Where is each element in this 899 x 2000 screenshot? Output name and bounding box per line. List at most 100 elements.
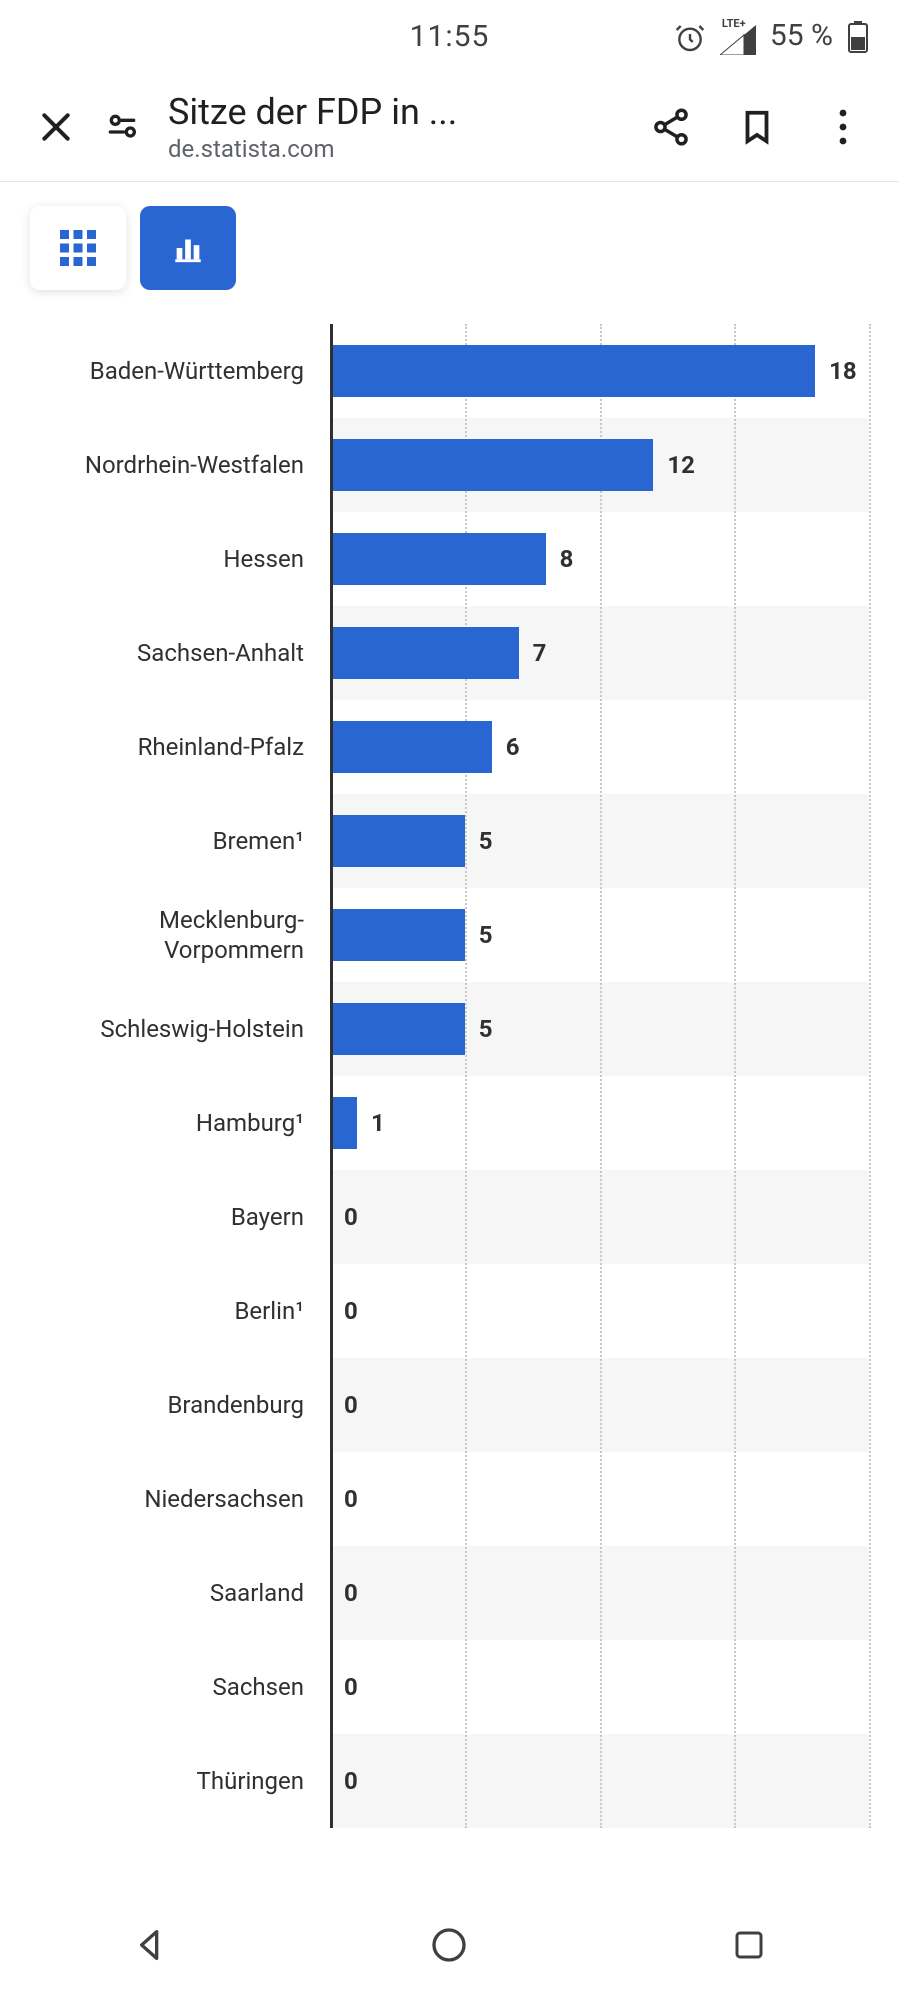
bar-cell: 5 bbox=[330, 888, 869, 982]
category-label: Bayern bbox=[30, 1202, 330, 1232]
chart-row: Niedersachsen 0 bbox=[30, 1452, 869, 1546]
content: Baden-Württemberg18Nordrhein-Westfalen12… bbox=[0, 182, 899, 1828]
close-icon[interactable] bbox=[28, 99, 84, 155]
back-button[interactable] bbox=[122, 1917, 178, 1973]
value-label: 5 bbox=[479, 827, 493, 855]
value-label: 0 bbox=[344, 1767, 358, 1795]
view-toggle bbox=[30, 206, 869, 290]
page-title-block[interactable]: Sitze der FDP in ... de.statista.com bbox=[160, 91, 633, 163]
more-icon[interactable] bbox=[815, 99, 871, 155]
chart-row: Saarland 0 bbox=[30, 1546, 869, 1640]
category-label: Thüringen bbox=[30, 1766, 330, 1796]
category-label: Sachsen bbox=[30, 1672, 330, 1702]
bar bbox=[330, 721, 492, 773]
chart-row: Sachsen 0 bbox=[30, 1640, 869, 1734]
bar-cell: 0 bbox=[330, 1734, 869, 1828]
value-label: 0 bbox=[344, 1203, 358, 1231]
bar bbox=[330, 909, 465, 961]
category-label: Brandenburg bbox=[30, 1390, 330, 1420]
value-label: 6 bbox=[506, 733, 520, 761]
category-label: Schleswig-Holstein bbox=[30, 1014, 330, 1044]
bar bbox=[330, 345, 815, 397]
lte-label: LTE+ bbox=[722, 17, 746, 30]
category-label: Nordrhein-Westfalen bbox=[30, 450, 330, 480]
value-label: 0 bbox=[344, 1297, 358, 1325]
battery-text: 55 % bbox=[770, 18, 833, 53]
bar-cell: 6 bbox=[330, 700, 869, 794]
page-url: de.statista.com bbox=[168, 135, 625, 163]
category-label: Hamburg¹ bbox=[30, 1108, 330, 1138]
chart-row: Hamburg¹ 1 bbox=[30, 1076, 869, 1170]
bar-cell: 0 bbox=[330, 1640, 869, 1734]
chart-view-button[interactable] bbox=[140, 206, 236, 290]
bar-cell: 7 bbox=[330, 606, 869, 700]
y-axis bbox=[330, 324, 333, 1828]
bar-cell: 5 bbox=[330, 982, 869, 1076]
status-time: 11:55 bbox=[410, 19, 490, 54]
bar bbox=[330, 1003, 465, 1055]
chart-row: Schleswig-Holstein 5 bbox=[30, 982, 869, 1076]
value-label: 0 bbox=[344, 1391, 358, 1419]
value-label: 5 bbox=[479, 1015, 493, 1043]
bar bbox=[330, 815, 465, 867]
chart-row: Bremen¹ 5 bbox=[30, 794, 869, 888]
bar-cell: 18 bbox=[330, 324, 869, 418]
filter-icon[interactable] bbox=[94, 99, 150, 155]
browser-header: Sitze der FDP in ... de.statista.com bbox=[0, 72, 899, 182]
value-label: 12 bbox=[667, 451, 695, 479]
bar-cell: 0 bbox=[330, 1358, 869, 1452]
value-label: 5 bbox=[479, 921, 493, 949]
bar-cell: 8 bbox=[330, 512, 869, 606]
value-label: 0 bbox=[344, 1485, 358, 1513]
chart-row: Rheinland-Pfalz 6 bbox=[30, 700, 869, 794]
signal-icon: LTE+ bbox=[720, 21, 756, 51]
category-label: Baden-Württemberg bbox=[30, 356, 330, 386]
chart-row: Nordrhein-Westfalen 12 bbox=[30, 418, 869, 512]
chart-row: Sachsen-Anhalt 7 bbox=[30, 606, 869, 700]
bar bbox=[330, 627, 519, 679]
share-icon[interactable] bbox=[643, 99, 699, 155]
grid-view-button[interactable] bbox=[30, 206, 126, 290]
category-label: Mecklenburg- Vorpommern bbox=[30, 905, 330, 965]
chart-row: Hessen 8 bbox=[30, 512, 869, 606]
page-title: Sitze der FDP in ... bbox=[168, 91, 625, 133]
chart-row: Berlin¹ 0 bbox=[30, 1264, 869, 1358]
bar bbox=[330, 439, 653, 491]
bar-cell: 5 bbox=[330, 794, 869, 888]
chart-row: Brandenburg 0 bbox=[30, 1358, 869, 1452]
value-label: 0 bbox=[344, 1579, 358, 1607]
alarm-icon bbox=[674, 18, 706, 53]
bar-cell: 0 bbox=[330, 1546, 869, 1640]
category-label: Hessen bbox=[30, 544, 330, 574]
category-label: Berlin¹ bbox=[30, 1296, 330, 1326]
value-label: 7 bbox=[533, 639, 547, 667]
category-label: Rheinland-Pfalz bbox=[30, 732, 330, 762]
category-label: Sachsen-Anhalt bbox=[30, 638, 330, 668]
bar bbox=[330, 533, 546, 585]
category-label: Bremen¹ bbox=[30, 826, 330, 856]
battery-icon bbox=[847, 18, 869, 54]
category-label: Saarland bbox=[30, 1578, 330, 1608]
nav-bar bbox=[0, 1890, 899, 2000]
bar-cell: 0 bbox=[330, 1452, 869, 1546]
category-label: Niedersachsen bbox=[30, 1484, 330, 1514]
bookmark-icon[interactable] bbox=[729, 99, 785, 155]
bar-cell: 1 bbox=[330, 1076, 869, 1170]
chart-row: Mecklenburg- Vorpommern 5 bbox=[30, 888, 869, 982]
value-label: 1 bbox=[371, 1109, 385, 1137]
gridline bbox=[869, 324, 871, 1828]
bar-cell: 0 bbox=[330, 1264, 869, 1358]
value-label: 18 bbox=[829, 357, 857, 385]
recent-button[interactable] bbox=[721, 1917, 777, 1973]
status-bar: 11:55 LTE+ 55 % bbox=[0, 0, 899, 72]
chart-row: Thüringen 0 bbox=[30, 1734, 869, 1828]
value-label: 8 bbox=[560, 545, 574, 573]
status-icons: LTE+ 55 % bbox=[674, 18, 869, 54]
value-label: 0 bbox=[344, 1673, 358, 1701]
chart-row: Bayern 0 bbox=[30, 1170, 869, 1264]
bar-cell: 0 bbox=[330, 1170, 869, 1264]
bar-cell: 12 bbox=[330, 418, 869, 512]
home-button[interactable] bbox=[421, 1917, 477, 1973]
chart-row: Baden-Württemberg 18 bbox=[30, 324, 869, 418]
bar bbox=[330, 1097, 357, 1149]
